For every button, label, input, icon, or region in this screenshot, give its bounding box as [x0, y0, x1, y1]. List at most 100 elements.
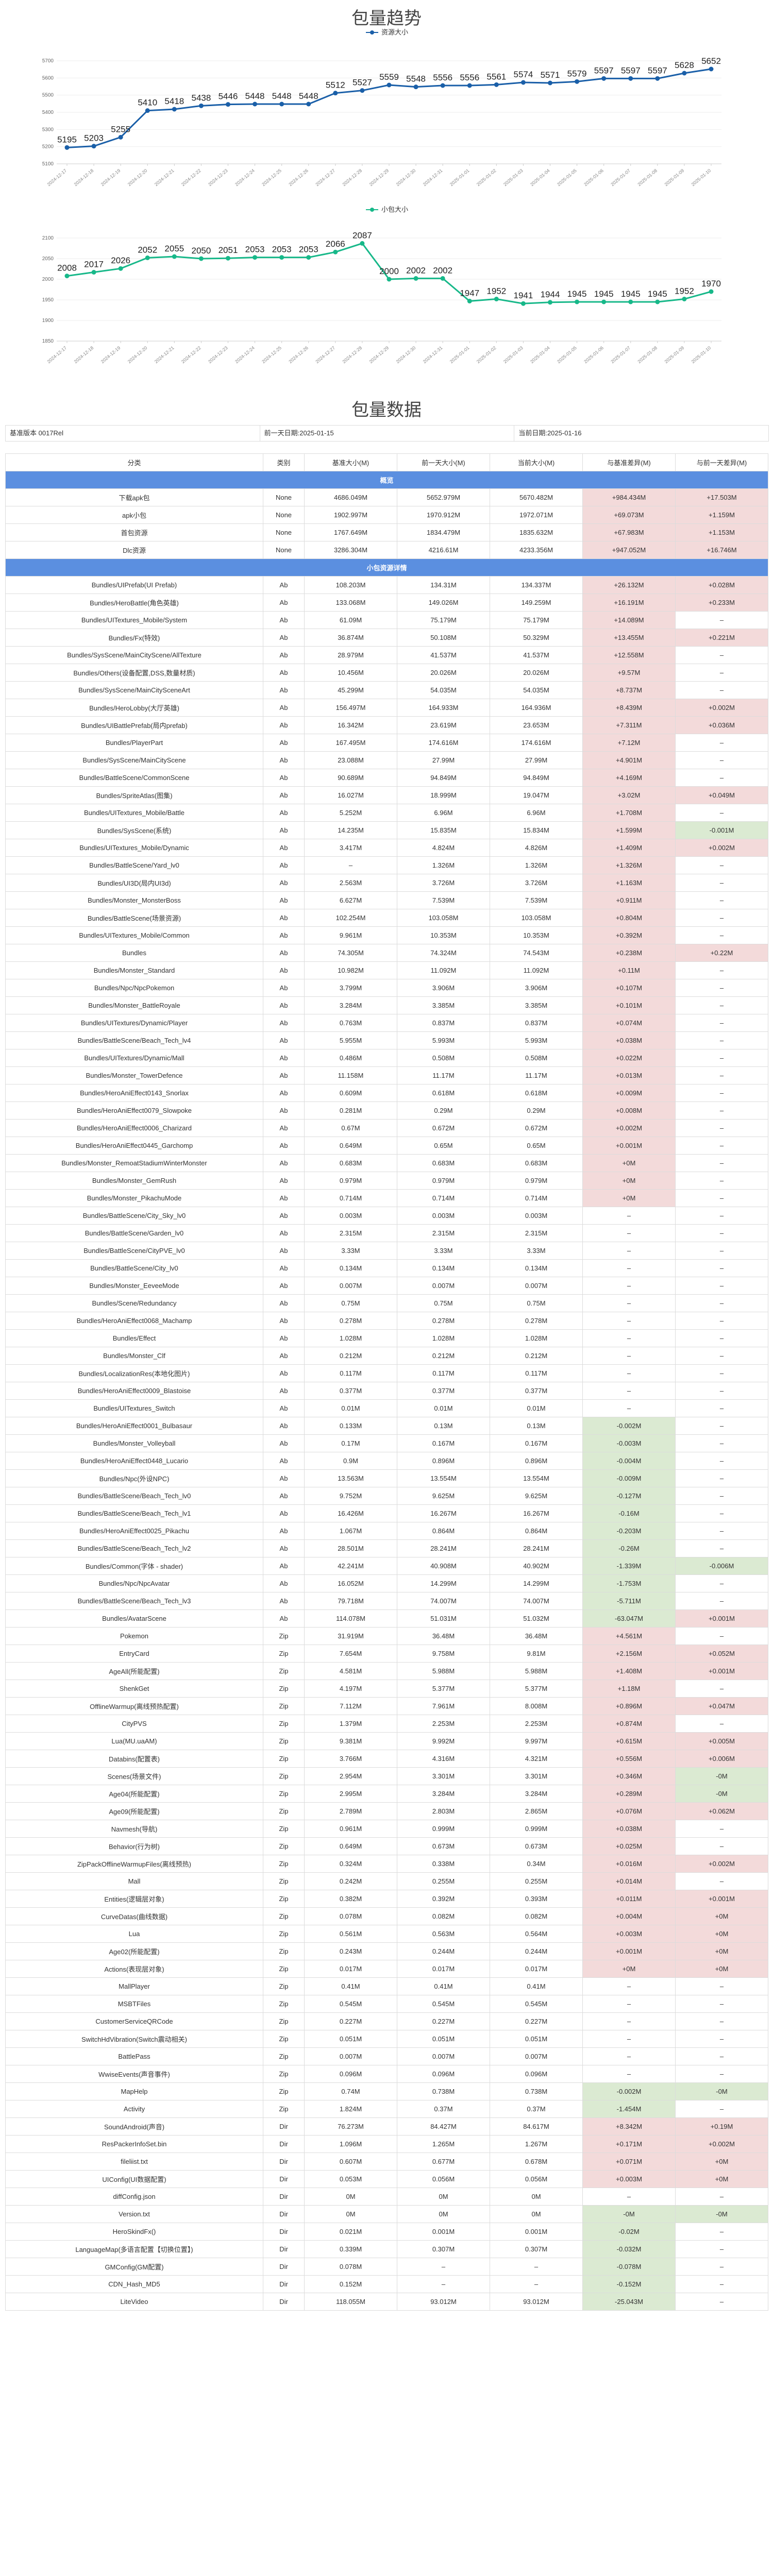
cell-category: ShenkGet [5, 1680, 263, 1698]
cell-baseline-size: 2.315M [304, 1224, 397, 1242]
cell-diff-prev: – [675, 1347, 768, 1365]
cell-category: LanguageMap(多语言配置【切换位置】) [5, 2240, 263, 2258]
cell-category: UIConfig(UI数据配置) [5, 2170, 263, 2188]
cell-baseline-size: 0.607M [304, 2153, 397, 2171]
cell-diff-prev: -0M [675, 1785, 768, 1803]
data-label: 1970 [701, 279, 721, 289]
table-section-title: 包量数据 [351, 400, 422, 420]
cell-current-size: 3.385M [490, 996, 583, 1014]
cell-prev-size: 0.673M [397, 1837, 490, 1855]
cell-baseline-size: 3.33M [304, 1242, 397, 1260]
cell-prev-size: 0.618M [397, 1084, 490, 1102]
table-row: AgeAll(所能配置) Zip 4.581M 5.988M 5.988M +1.408M… [5, 1662, 768, 1680]
x-tick-label: 2024-12-31 [422, 168, 444, 187]
cell-current-size: 174.616M [490, 734, 583, 752]
cell-prev-size: 0.683M [397, 1154, 490, 1172]
cell-baseline-size: 1.379M [304, 1715, 397, 1733]
cell-baseline-size: 3.766M [304, 1750, 397, 1768]
table-row: Bundles/BattleScene/Beach_Tech_lv4 Ab 5.95… [5, 1031, 768, 1049]
cell-baseline-size: 42.241M [304, 1557, 397, 1575]
cell-category: Entities(逻辑层对象) [5, 1890, 263, 1908]
table-row: Bundles/HeroAniEffect0006_Charizard Ab 0.6… [5, 1119, 768, 1137]
cell-diff-prev: – [675, 1172, 768, 1190]
cell-prev-size: 4.824M [397, 839, 490, 857]
cell-current-size: 74.543M [490, 944, 583, 962]
cell-current-size: 94.849M [490, 769, 583, 787]
cell-diff-prev: – [675, 909, 768, 927]
table-header-row: 分类 类别 基准大小(M) 前一天大小(M) 当前大小(M) 与基准差异(M) … [5, 453, 768, 471]
cell-type: Zip [263, 2065, 305, 2083]
cell-category: Bundles/BattleScene(场景资源) [5, 909, 263, 927]
table-row: CurveDatas(曲线数据) Zip 0.078M 0.082M 0.082M +0.… [5, 1907, 768, 1925]
cell-type: None [263, 506, 305, 524]
cell-baseline-size: 0.545M [304, 1995, 397, 2013]
cell-baseline-size: 1767.649M [304, 523, 397, 541]
cell-diff-baseline: -63.047M [582, 1609, 676, 1628]
cell-prev-size: 0.508M [397, 1049, 490, 1067]
table-row: Actions(表现层对象) Zip 0.017M 0.017M 0.017M +0M +0… [5, 1960, 768, 1978]
cell-baseline-size: 1.028M [304, 1329, 397, 1347]
cell-prev-size: 4216.61M [397, 541, 490, 559]
cell-category: Bundles/PlayerPart [5, 734, 263, 752]
cell-current-size: 15.834M [490, 821, 583, 839]
data-point [440, 83, 445, 88]
x-tick-label: 2024-12-24 [234, 345, 256, 364]
cell-diff-baseline: -5.711M [582, 1592, 676, 1610]
cell-type: Dir [263, 2117, 305, 2136]
cell-baseline-size: 118.055M [304, 2293, 397, 2311]
cell-diff-prev: – [675, 804, 768, 822]
cell-diff-prev: +0M [675, 1942, 768, 1960]
table-row: Bundles/UI3D(局内UI3d) Ab 2.563M 3.726M 3.726M… [5, 874, 768, 892]
data-point [682, 71, 687, 76]
cell-diff-prev: – [675, 681, 768, 699]
cell-diff-prev: +0.036M [675, 716, 768, 734]
cell-category: Bundles/BattleScene/Beach_Tech_lv0 [5, 1487, 263, 1505]
table-row: Bundles Ab 74.305M 74.324M 74.543M +0.238M +0.… [5, 944, 768, 962]
cell-current-size: 93.012M [490, 2293, 583, 2311]
cell-category: Mall [5, 1872, 263, 1890]
cell-current-size: 0.545M [490, 1995, 583, 2013]
cell-type: Zip [263, 1662, 305, 1680]
header-type: 类别 [263, 453, 305, 471]
cell-category: Bundles/Effect [5, 1329, 263, 1347]
cell-prev-size: 6.96M [397, 804, 490, 822]
table-row: Navmesh(导航) Zip 0.961M 0.999M 0.999M +0.038M – [5, 1820, 768, 1838]
cell-prev-size: 7.961M [397, 1697, 490, 1715]
cell-current-size: 4.826M [490, 839, 583, 857]
table-row: EntryCard Zip 7.654M 9.758M 9.81M +2.156M +0.0… [5, 1645, 768, 1663]
table-row: Bundles/HeroAniEffect0448_Lucario Ab 0.9M 0… [5, 1452, 768, 1470]
cell-type: Ab [263, 961, 305, 979]
cell-diff-prev: +0M [675, 2153, 768, 2171]
cell-diff-baseline: – [582, 1977, 676, 1995]
cell-diff-baseline: -1.753M [582, 1574, 676, 1592]
cell-diff-baseline: +0.11M [582, 961, 676, 979]
data-point [709, 289, 714, 294]
table-row: ResPackerInfoSet.bin Dir 1.096M 1.265M 1.267… [5, 2135, 768, 2153]
cell-type: Zip [263, 2012, 305, 2030]
cell-category: Bundles/UI3D(局内UI3d) [5, 874, 263, 892]
cell-current-size: 0.979M [490, 1172, 583, 1190]
x-tick-label: 2025-01-07 [610, 168, 631, 187]
x-tick-label: 2025-01-07 [610, 345, 631, 364]
cell-type: Zip [263, 1627, 305, 1645]
cell-category: LiteVideo [5, 2293, 263, 2311]
cell-diff-prev: – [675, 1242, 768, 1260]
table-row: Bundles/HeroAniEffect0009_Blastoise Ab 0.3… [5, 1382, 768, 1400]
data-point [118, 266, 123, 271]
cell-category: Bundles/Monster_GemRush [5, 1172, 263, 1190]
cell-diff-prev: – [675, 2047, 768, 2065]
data-point [198, 256, 204, 261]
y-tick-label: 5500 [42, 93, 54, 98]
cell-diff-prev: +1.159M [675, 506, 768, 524]
cell-baseline-size: – [304, 856, 397, 874]
cell-prev-size: 0.051M [397, 2030, 490, 2048]
cell-baseline-size: 0.243M [304, 1942, 397, 1960]
data-point [520, 80, 526, 85]
data-label: 5571 [541, 70, 560, 80]
table-row: Bundles/Monster_PikachuMode Ab 0.714M 0.714… [5, 1189, 768, 1207]
cell-type: Ab [263, 1574, 305, 1592]
cell-type: Ab [263, 909, 305, 927]
cell-type: Ab [263, 1242, 305, 1260]
cell-diff-baseline: +13.455M [582, 629, 676, 647]
cell-type: Ab [263, 944, 305, 962]
